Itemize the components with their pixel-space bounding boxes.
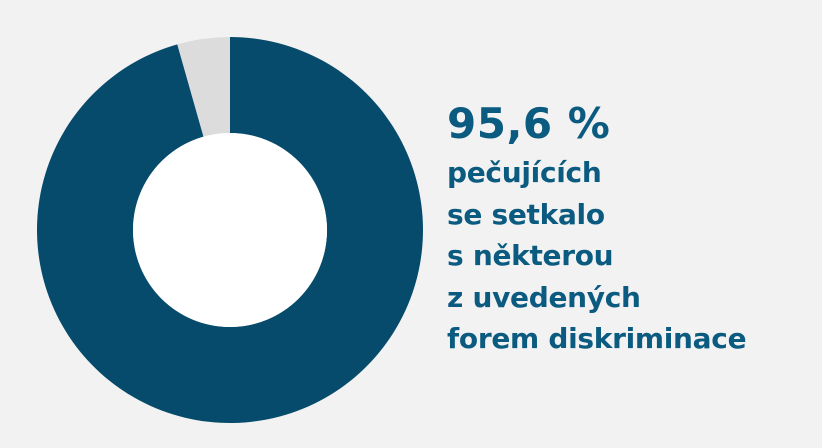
annotation-line: se setkalo bbox=[447, 197, 605, 231]
annotation-line: forem diskriminace bbox=[447, 322, 747, 355]
donut-slice bbox=[36, 37, 423, 423]
annotation-line: s některou bbox=[447, 239, 614, 272]
annotation-line: z uvedených bbox=[447, 280, 641, 314]
donut-chart bbox=[36, 37, 423, 423]
donut-hole bbox=[133, 133, 327, 327]
donut-slice bbox=[177, 37, 230, 137]
value-label: 95,6 % bbox=[447, 99, 611, 148]
annotation-line: pečujících bbox=[447, 156, 602, 189]
annotation: 95,6 % pečujících se setkalo s některou … bbox=[447, 96, 747, 360]
